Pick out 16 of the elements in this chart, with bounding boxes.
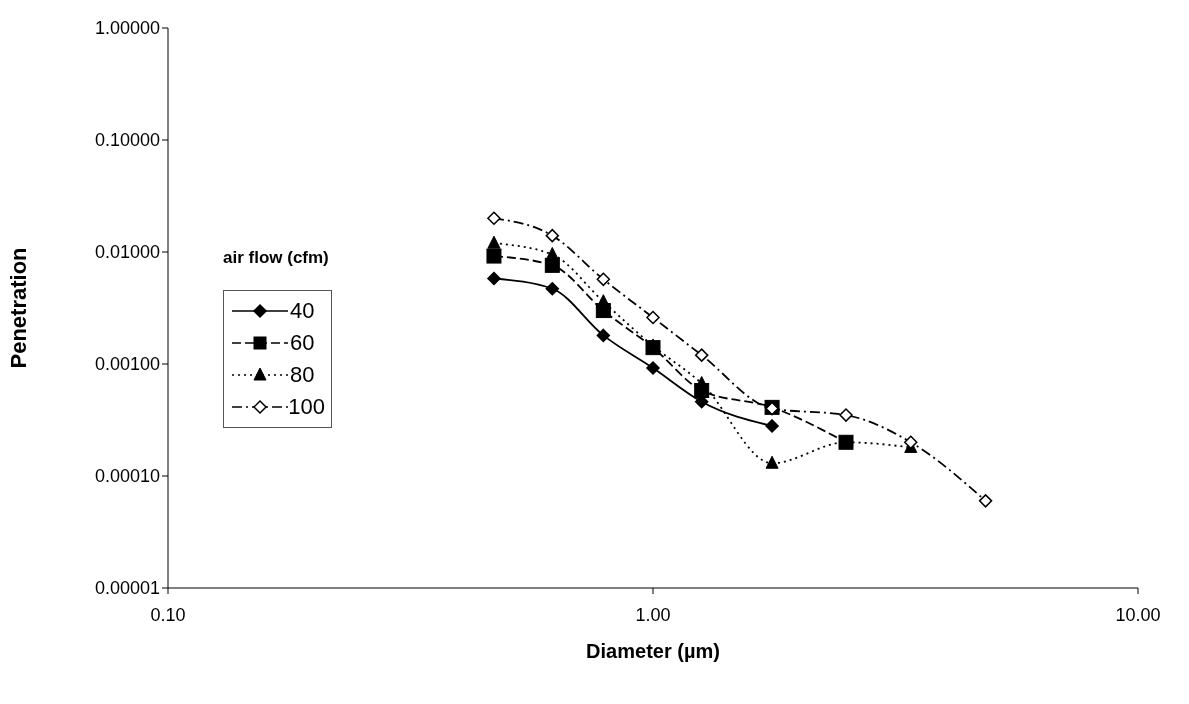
y-tick-label: 0.10000 bbox=[94, 130, 160, 151]
y-axis-title: Penetration bbox=[5, 247, 31, 369]
y-tick-label: 1.00000 bbox=[94, 18, 160, 39]
y-tick-label: 0.00001 bbox=[94, 578, 160, 599]
x-tick-label: 1.00 bbox=[635, 604, 671, 625]
x-tick-label: 0.10 bbox=[150, 604, 186, 625]
y-tick-label: 0.00100 bbox=[94, 354, 160, 375]
legend-label: 40 bbox=[290, 298, 315, 324]
x-tick-label: 10.00 bbox=[1115, 604, 1161, 625]
legend-label: 60 bbox=[290, 330, 315, 356]
y-tick-label: 0.00010 bbox=[94, 466, 160, 487]
legend-label: 80 bbox=[290, 362, 315, 388]
y-tick-label: 0.01000 bbox=[94, 242, 160, 263]
legend-title: air flow (cfm) bbox=[223, 248, 330, 268]
x-axis-title: Diameter (µm) bbox=[586, 640, 720, 662]
legend-label: 100 bbox=[288, 394, 325, 420]
